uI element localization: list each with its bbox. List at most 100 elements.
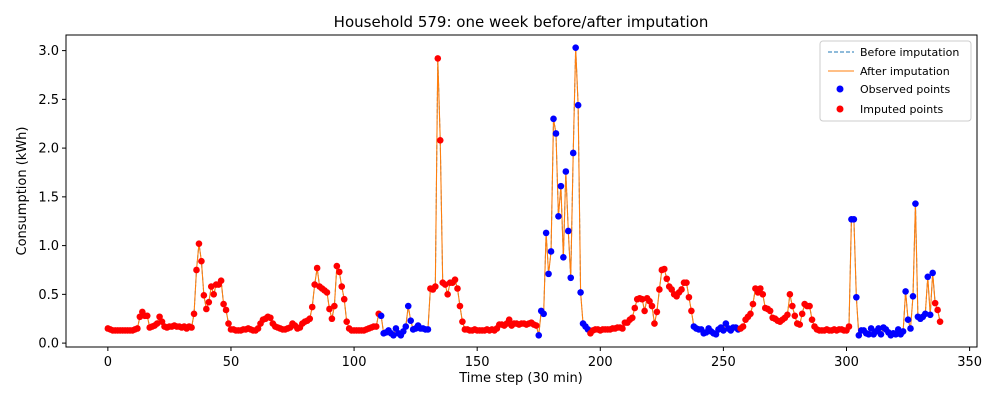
observed-point [904,316,912,324]
imputed-point [432,283,439,290]
imputed-point [845,323,853,330]
imputed-point [661,265,668,273]
observed-point [867,325,875,332]
observed-point [407,317,415,324]
imputed-point [653,308,661,316]
x-tick-label: 350 [957,355,982,370]
imputed-point [203,305,210,313]
imputed-point [459,318,466,325]
observed-point [404,302,412,310]
y-tick-label: 2.5 [38,93,59,108]
imputed-point [340,295,348,303]
observed-point [722,320,730,327]
imputed-point [663,275,671,283]
observed-point [929,269,936,277]
observed-point [545,270,552,278]
imputed-point [456,302,464,310]
imputed-point [134,325,141,332]
imputed-point [796,321,804,328]
observed-point [912,200,919,207]
observed-point [550,115,557,123]
imputed-point [806,302,813,310]
y-tick-label: 2.0 [38,142,59,157]
imputed-point [210,291,218,298]
imputed-point [505,316,513,324]
imputed-point [267,314,274,322]
observed-point [899,328,907,335]
imputed-point [757,285,764,292]
observed-point [902,288,909,295]
x-axis: 0 50 100 150 200 250 300 350 [104,347,982,370]
imputed-point [308,303,316,311]
imputed-point [222,306,230,314]
chart-title: Household 579: one week before/after imp… [334,13,709,31]
imputed-point [323,289,331,296]
observed-point [424,326,432,333]
imputed-point [532,322,540,329]
imputed-point [651,320,658,327]
imputed-point [328,315,336,323]
observed-point [552,130,560,137]
imputed-point [766,307,774,315]
legend: Before imputation After imputation Obser… [819,40,972,122]
imputed-point [747,310,754,318]
observed-point [855,332,863,339]
observed-point [542,229,550,237]
imputed-point [668,286,675,293]
observed-point [907,325,914,332]
imputed-point [646,297,653,305]
imputed-point [220,300,227,308]
imputed-point [808,316,816,324]
imputed-point [619,325,626,332]
legend-after-label: After imputation [860,65,950,78]
observed-point [909,293,917,300]
observed-point [400,328,407,335]
imputed-point [685,293,693,301]
legend-observed-swatch [836,85,844,93]
imputed-point [343,318,350,325]
imputed-point [749,300,757,308]
y-tick-label: 0.0 [38,337,59,352]
observed-point [562,168,570,175]
y-axis-label: Consumption (kWh) [15,127,30,256]
imputed-point [156,313,163,321]
imputed-point [641,307,648,315]
observed-point [712,331,720,338]
imputed-point [434,55,442,62]
plot-area [104,44,944,339]
imputed-point [683,279,690,286]
legend-before-label: Before imputation [860,46,959,59]
x-tick-label: 50 [223,355,240,370]
imputed-point [739,323,747,330]
imputed-point [656,286,663,293]
imputed-point [198,257,205,265]
imputed-point [193,266,200,274]
observed-point [564,227,572,235]
y-tick-label: 1.5 [38,190,59,205]
x-tick-label: 150 [465,355,490,370]
observed-point [850,215,858,223]
imputed-point [333,262,341,270]
x-axis-label: Time step (30 min) [458,371,583,386]
observed-point [535,332,543,339]
observed-point [377,312,385,320]
legend-imputed-label: Imputed points [860,103,944,116]
observed-point [402,323,410,330]
legend-observed-label: Observed points [860,83,950,96]
imputed-point [200,292,208,299]
x-tick-label: 300 [834,355,859,370]
imputed-point [759,291,767,298]
x-tick-label: 0 [104,355,112,370]
imputed-point [306,315,314,323]
legend-imputed-swatch [836,105,844,113]
observed-point [875,325,882,332]
imputed-point [436,137,444,144]
imputed-point [217,277,225,285]
imputed-point [190,310,198,318]
imputed-point [688,307,695,315]
imputed-point [338,283,346,290]
observed-point [926,311,934,319]
imputed-point [629,314,636,322]
legend-box [819,40,972,122]
observed-point [892,331,900,338]
